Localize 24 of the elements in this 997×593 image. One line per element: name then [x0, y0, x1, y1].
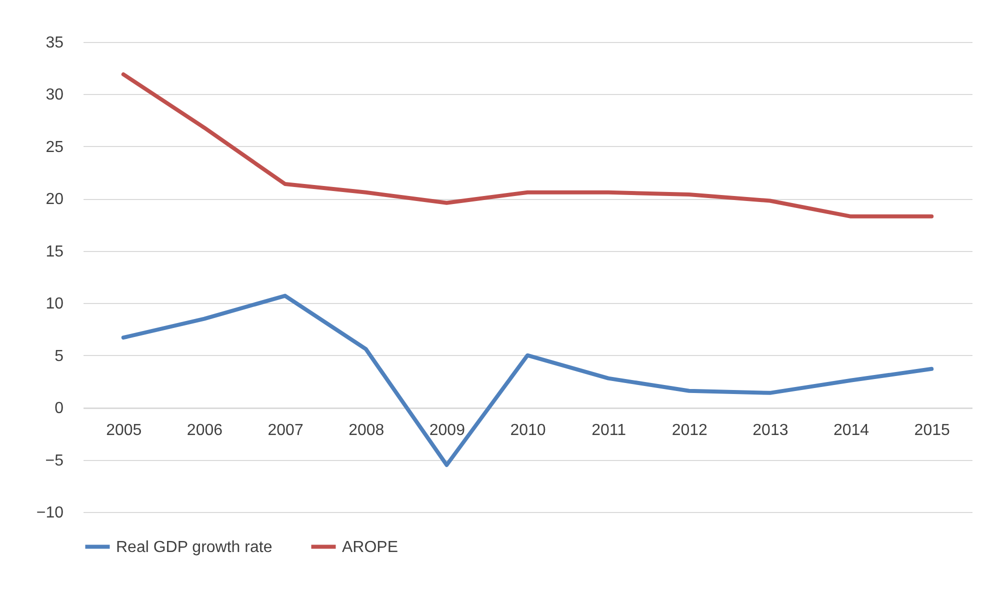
x-tick-label: 2013: [752, 422, 788, 440]
x-tick-label: 2015: [914, 422, 950, 440]
y-tick-label: 5: [54, 348, 64, 365]
y-tick-label: −5: [45, 452, 64, 470]
y-tick-label: −10: [36, 504, 64, 522]
y-tick-label: 25: [46, 138, 64, 156]
x-tick-label: 2011: [592, 422, 626, 440]
x-tick-label: 2006: [186, 422, 223, 440]
y-tick-label: 30: [46, 86, 64, 104]
x-tick-label: 2008: [348, 422, 384, 440]
line-series: [121, 72, 934, 218]
y-tick-label: 0: [54, 400, 64, 418]
y-tick-label: 10: [46, 296, 64, 313]
x-tick-label: 2009: [429, 422, 466, 440]
legend-label: AROPE: [342, 538, 398, 556]
x-tick-label: 2010: [510, 422, 546, 440]
x-tick-label: 2014: [833, 422, 870, 440]
x-tick-label: 2005: [106, 422, 142, 440]
y-tick-label: 15: [46, 243, 64, 260]
legend-label: Real GDP growth rate: [116, 538, 272, 556]
x-tick-label: 2012: [672, 422, 708, 440]
y-tick-label: 35: [46, 34, 64, 52]
x-tick-label: 2007: [268, 422, 304, 440]
y-tick-label: 20: [46, 191, 64, 208]
